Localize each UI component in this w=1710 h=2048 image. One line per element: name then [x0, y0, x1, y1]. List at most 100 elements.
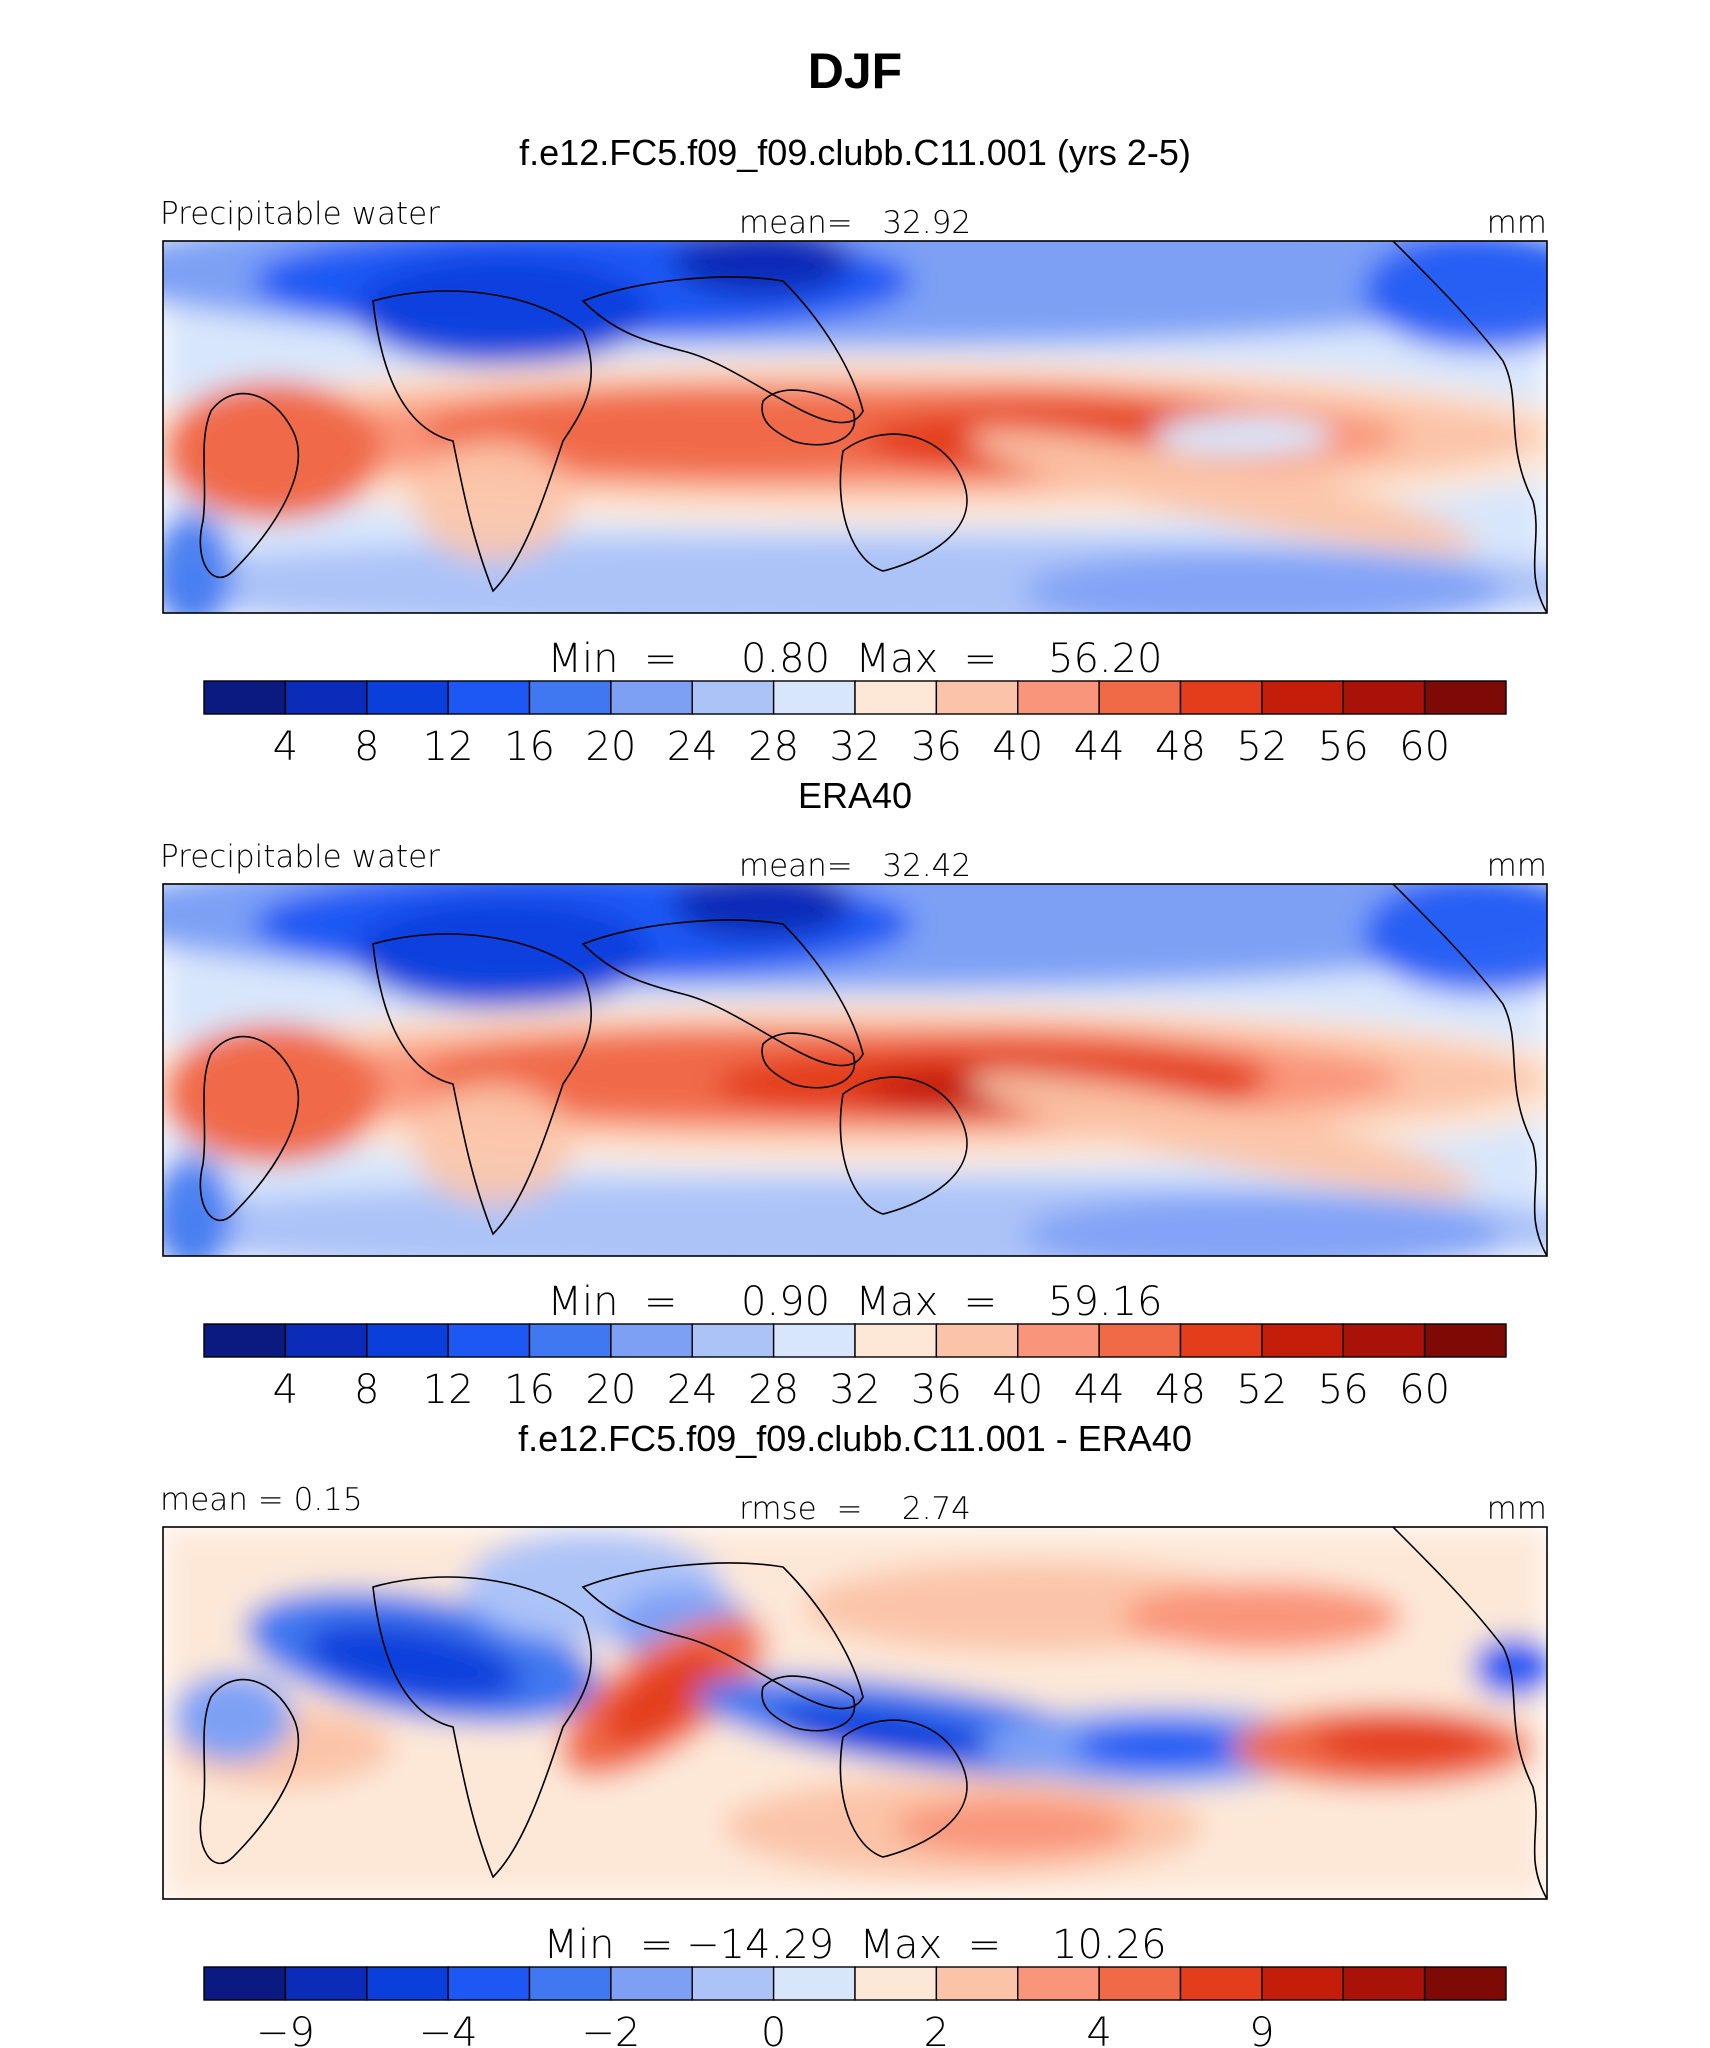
- colorbar-box: [447, 1323, 531, 1358]
- panel-stats: Min = −14.29 Max = 10.26: [543, 1922, 1166, 1968]
- colorbar-box: [610, 1323, 693, 1358]
- colorbar-box: [1342, 1323, 1426, 1358]
- panel-center-label: rmse = 2.74: [739, 1491, 971, 1527]
- colorbar-box: [1017, 1323, 1100, 1358]
- coastlines: [199, 241, 1547, 613]
- colorbar-tick-label: 9: [1249, 2010, 1274, 2048]
- colorbar-tick-label: 44: [1074, 1367, 1125, 1413]
- colorbar-box: [1179, 1966, 1263, 2001]
- panel-units: mm: [1487, 848, 1547, 884]
- colorbar-box: [854, 1966, 938, 2001]
- colorbar-box: [284, 1966, 368, 2001]
- colorbar-box: [528, 680, 612, 715]
- map-frame: [162, 240, 1548, 614]
- colorbar-tick-label: 12: [423, 724, 474, 770]
- colorbar-box: [1179, 1323, 1263, 1358]
- map-plot: [162, 1526, 1548, 1900]
- colorbar-box: [772, 1323, 856, 1358]
- colorbar-tick-label: 40: [992, 724, 1043, 770]
- colorbar-tick-label: 40: [992, 1367, 1043, 1413]
- colorbar-tick-label: 56: [1318, 1367, 1369, 1413]
- colorbar-tick-label: 20: [585, 1367, 636, 1413]
- colorbar-tick-label: −4: [419, 2010, 478, 2048]
- panel-left-label: Precipitable water: [160, 196, 440, 232]
- colorbar-box: [1261, 1966, 1344, 2001]
- colorbar-box: [1098, 1323, 1182, 1358]
- panel-left-label: Precipitable water: [160, 839, 440, 875]
- colorbar-tick-label: −2: [581, 2010, 640, 2048]
- map-frame: [162, 883, 1548, 1257]
- colorbar-tick-label: 4: [273, 1367, 298, 1413]
- colorbar-tick-label: 8: [354, 724, 379, 770]
- colorbar-box: [935, 1323, 1019, 1358]
- panel-center-label: mean= 32.92: [739, 205, 971, 241]
- colorbar-tick-label: 12: [423, 1367, 474, 1413]
- colorbar-box: [1423, 1966, 1507, 2001]
- panel-units: mm: [1487, 205, 1547, 241]
- map-plot: [162, 240, 1548, 614]
- colorbar-tick-label: 0: [761, 2010, 786, 2048]
- colorbar-box: [691, 1323, 775, 1358]
- colorbar-tick-label: 56: [1318, 724, 1369, 770]
- colorbar-tick-label: 8: [354, 1367, 379, 1413]
- colorbar-box: [1261, 1323, 1344, 1358]
- colorbar: −9 −4 −2 0 2 4 9: [203, 1966, 1507, 2048]
- colorbar-box: [1423, 1323, 1507, 1358]
- panel-1: f.e12.FC5.f09_f09.clubb.C11.001 (yrs 2-5…: [160, 132, 1548, 770]
- panel-stats: Min = 0.90 Max = 59.16: [548, 1279, 1163, 1325]
- colorbar-box: [447, 680, 531, 715]
- colorbar-tick-label: 24: [667, 1367, 718, 1413]
- colorbar-box: [1342, 1966, 1426, 2001]
- colorbar-box: [854, 1323, 938, 1358]
- panel-title: f.e12.FC5.f09_f09.clubb.C11.001 - ERA40: [518, 1418, 1192, 1459]
- panel-2: ERA40 Precipitable water mean= 32.42 mm Min …: [160, 775, 1548, 1413]
- colorbar-box: [366, 1323, 449, 1358]
- colorbar-box: [1261, 680, 1344, 715]
- colorbar-box: [1098, 1966, 1182, 2001]
- figure-title: DJF: [808, 43, 902, 99]
- colorbar-box: [1342, 680, 1426, 715]
- contour-field: [163, 241, 1547, 613]
- colorbar-tick-label: 48: [1155, 724, 1206, 770]
- colorbar: 4 8 12 16 20 24 28 32 36 40 44 48 52 56 60: [203, 1323, 1507, 1413]
- colorbar-tick-label: 2: [924, 2010, 949, 2048]
- colorbar-box: [610, 680, 693, 715]
- colorbar-box: [447, 1966, 531, 2001]
- colorbar-box: [772, 680, 856, 715]
- colorbar-box: [1423, 680, 1507, 715]
- colorbar-tick-label: 28: [748, 724, 799, 770]
- colorbar-tick-label: 36: [911, 724, 962, 770]
- panel-3: f.e12.FC5.f09_f09.clubb.C11.001 - ERA40 m…: [160, 1418, 1548, 2048]
- panel-title: f.e12.FC5.f09_f09.clubb.C11.001 (yrs 2-5…: [519, 132, 1191, 173]
- colorbar-tick-label: 44: [1074, 724, 1125, 770]
- colorbar-box: [528, 1323, 612, 1358]
- colorbar-tick-label: 4: [1086, 2010, 1111, 2048]
- colorbar-tick-label: 60: [1399, 1367, 1450, 1413]
- colorbar-box: [284, 680, 368, 715]
- coastlines: [199, 1527, 1547, 1899]
- coastlines: [199, 884, 1547, 1256]
- colorbar-box: [854, 680, 938, 715]
- colorbar-box: [528, 1966, 612, 2001]
- colorbar-tick-label: 32: [830, 1367, 881, 1413]
- contour-field: [163, 884, 1547, 1256]
- colorbar-box: [935, 680, 1019, 715]
- colorbar-tick-label: 52: [1236, 1367, 1287, 1413]
- colorbar-tick-label: 20: [585, 724, 636, 770]
- colorbar-box: [772, 1966, 856, 2001]
- colorbar-tick-label: 4: [273, 724, 298, 770]
- colorbar: 4 8 12 16 20 24 28 32 36 40 44 48 52 56 60: [203, 680, 1507, 770]
- panel-stats: Min = 0.80 Max = 56.20: [548, 636, 1163, 682]
- colorbar-tick-label: 28: [748, 1367, 799, 1413]
- colorbar-box: [366, 1966, 449, 2001]
- colorbar-tick-label: 24: [667, 724, 718, 770]
- contour-field: [163, 1527, 1547, 1899]
- colorbar-box: [203, 1966, 287, 2001]
- colorbar-tick-label: −9: [256, 2010, 315, 2048]
- colorbar-box: [203, 1323, 287, 1358]
- colorbar-box: [366, 680, 449, 715]
- colorbar-box: [691, 680, 775, 715]
- panel-left-label: mean = 0.15: [160, 1482, 363, 1518]
- panel-units: mm: [1487, 1491, 1547, 1527]
